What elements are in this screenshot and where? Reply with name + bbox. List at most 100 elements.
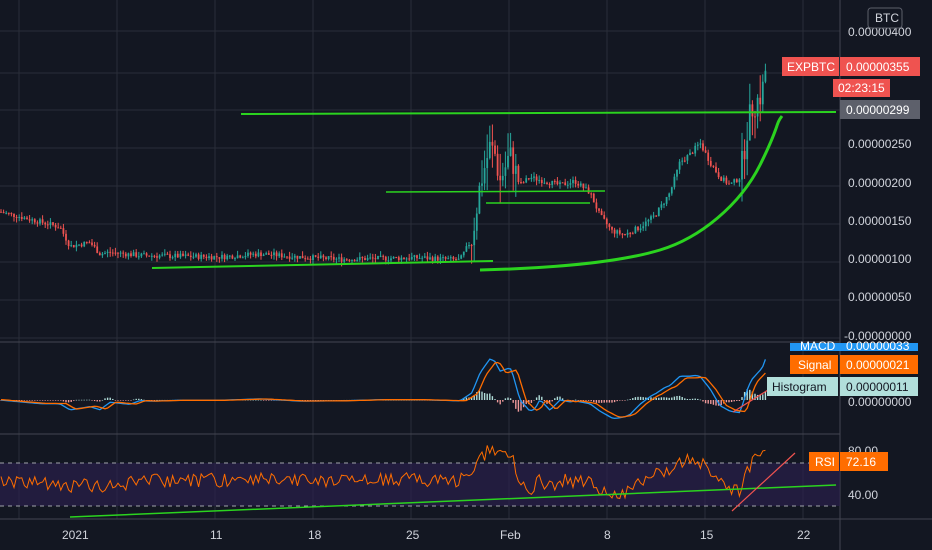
candle-body [330,256,333,258]
candle-body [325,257,327,260]
candle-body [319,255,322,258]
candle-body [332,256,335,260]
candle-body [358,257,361,260]
candle-body [647,219,650,222]
candle-body [18,216,21,218]
candle-body [140,253,143,257]
candle-body [403,257,405,260]
candle-body [267,253,270,255]
signal-label-tag [790,355,838,374]
candle-body [262,254,265,257]
candle-body [361,257,364,259]
candle-body [104,252,106,254]
macd-histogram-bar [681,397,683,400]
candle-body [520,181,522,183]
macd-histogram-bar [86,399,88,401]
candle-body [293,255,296,258]
candle-body [197,254,200,259]
macd-red-trendline[interactable] [732,389,769,413]
macd-histogram-bar [530,400,533,403]
macd-histogram-bar [694,398,696,400]
macd-histogram-bar [665,397,668,400]
rsi-line [0,444,766,500]
candle-body [54,224,57,228]
candle-body [52,222,54,225]
candle-body [748,104,751,141]
candle-body [574,180,577,184]
macd-histogram-bar [634,397,637,400]
candle-body [72,245,75,248]
candle-body [127,253,130,257]
candle-body [444,257,447,259]
candle-body [465,246,468,252]
candle-body [57,227,60,229]
candle-body [725,177,728,184]
candle-body [247,252,249,256]
candle-body [590,193,593,195]
candle-body [28,219,31,221]
macd-histogram-bar [83,399,85,401]
candle-body [665,196,668,204]
candle-body [20,216,23,219]
macd-histogram-bar [559,396,561,400]
parabolic-curve[interactable] [479,115,784,272]
candle-body [176,253,179,258]
price-tick: 0.00000200 [848,176,912,190]
candle-body [46,224,49,226]
candle-body [41,219,44,223]
candle-body [384,256,387,261]
currency-button[interactable] [867,7,903,29]
candle-body [241,257,244,259]
macd-histogram-bar [650,397,652,400]
candle-body [483,168,486,184]
resistance-line[interactable] [240,111,837,115]
candle-body [439,257,442,261]
macd-histogram-bar [720,400,722,406]
candle-body [218,257,221,259]
candle-body [512,147,515,174]
macd-histogram-bar [512,400,514,403]
macd-histogram-bar [473,394,475,400]
candle-body [525,178,528,183]
macd-histogram-bar [686,398,689,400]
macd-histogram-bar [47,400,49,401]
candle-body [603,215,606,219]
candle-body [761,81,764,105]
range-top-line[interactable] [385,190,606,193]
candle-body [296,255,299,259]
candle-body [738,179,741,183]
macd-histogram-bar [699,399,702,401]
signal-label: Signal [798,358,831,372]
macd-histogram-bar [304,400,306,401]
macd-histogram-bar [96,400,98,402]
macd-histogram-bar [621,400,624,401]
candle-body [624,233,626,235]
candle-body [553,180,556,182]
candle-body [764,70,767,82]
rsi-trendline[interactable] [69,484,837,518]
macd-value: 0.00000033 [846,339,910,353]
base-support-line[interactable] [151,260,494,269]
macd-histogram-bar [502,400,504,402]
candle-body [5,212,8,214]
macd-histogram-bar [691,398,694,400]
candle-body [364,258,366,261]
rsi-red-trendline[interactable] [731,452,796,512]
macd-histogram-bar [541,396,543,400]
candle-body [39,219,41,224]
candle-body [400,257,403,261]
candle-body [535,176,538,181]
candle-body [36,222,39,224]
candle-body [387,260,390,262]
macd-histogram-bar [314,400,317,401]
candle-body [702,143,704,151]
macd-histogram-bar [156,399,158,401]
candle-body [470,245,473,247]
candle-body [10,213,13,215]
candle-body [353,259,356,262]
macd-histogram-bar [114,400,117,401]
macd-histogram-bar [140,399,143,400]
candle-body [405,258,408,260]
macd-histogram-bar [309,400,312,401]
candle-body [62,228,65,234]
